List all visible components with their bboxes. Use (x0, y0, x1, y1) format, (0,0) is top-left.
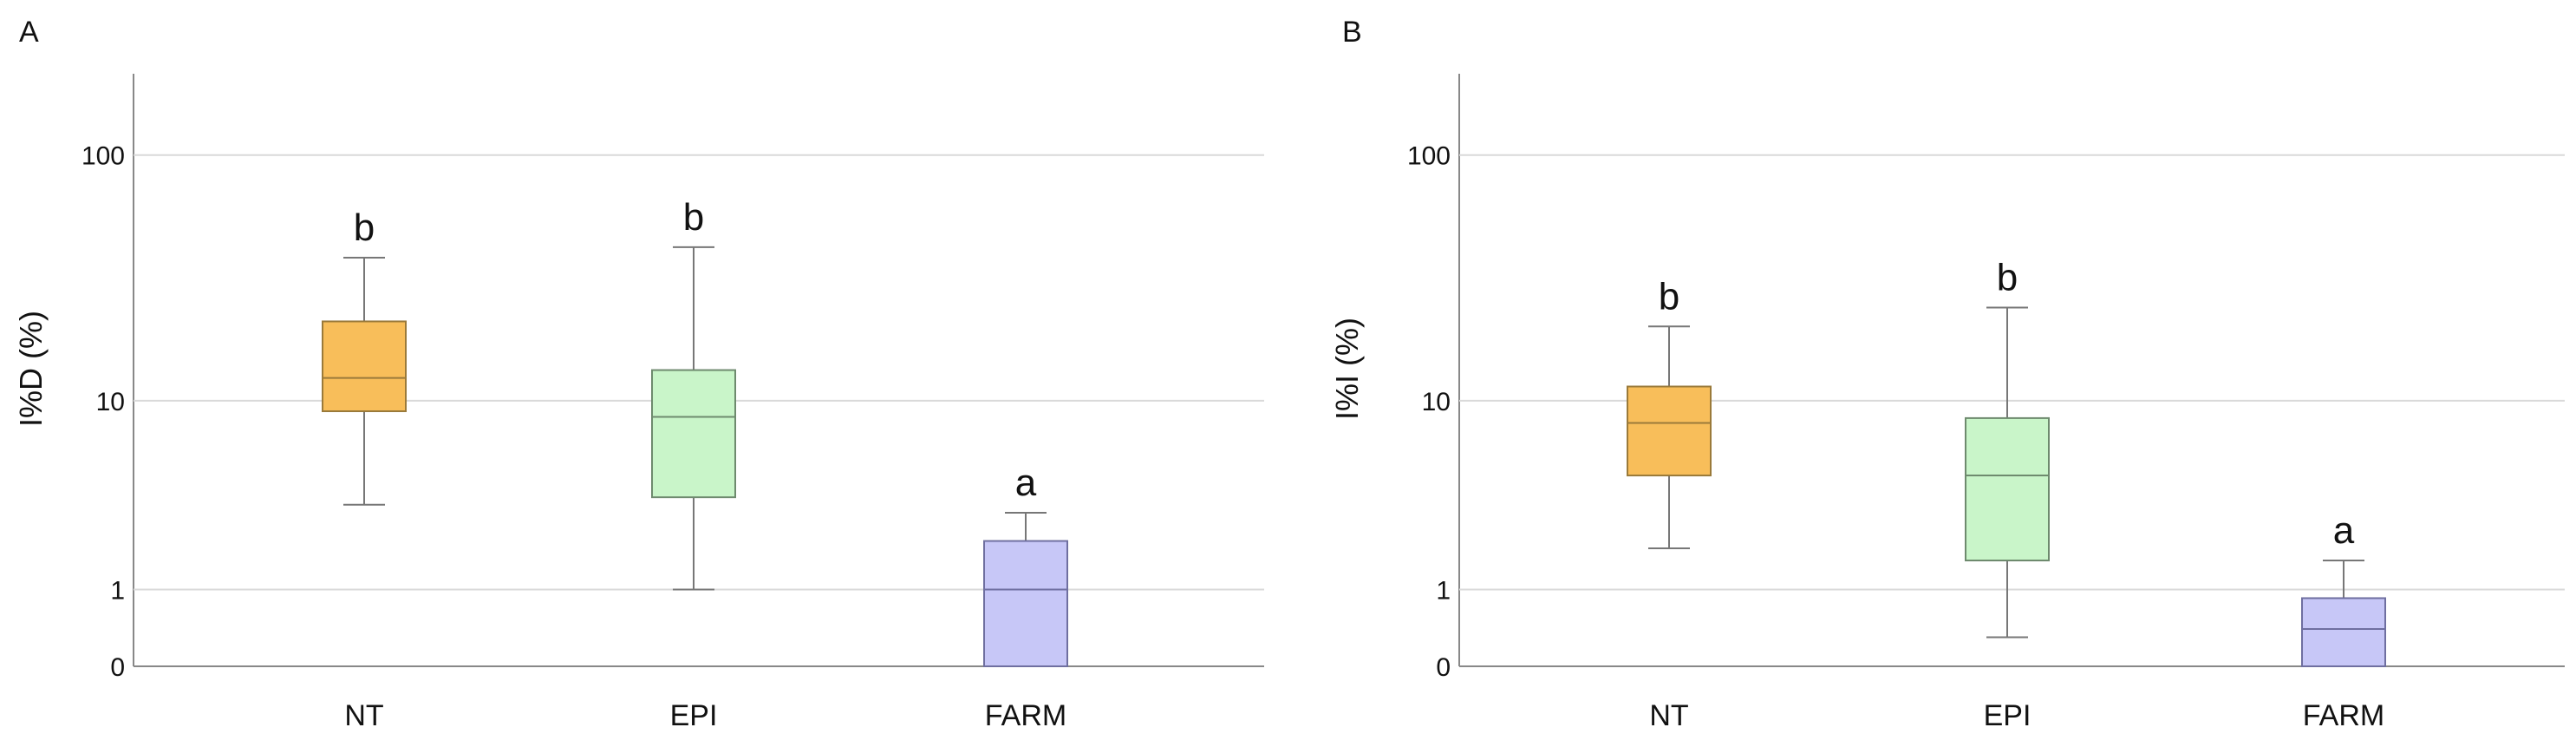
x-tick-label: FARM (985, 699, 1066, 732)
x-tick-label: NT (344, 699, 383, 732)
y-axis-label: I%I (%) (1329, 318, 1365, 420)
y-axis-label: I%D (%) (13, 311, 49, 427)
plot-area: 0 1 10 100 b NT b EPI a FARM (1407, 142, 2565, 732)
panel-label: A (19, 16, 39, 49)
y-tick-label: 10 (1422, 388, 1451, 416)
significance-letter: b (683, 196, 704, 239)
iqr-box (983, 540, 1068, 668)
y-tick-label: 0 (110, 653, 125, 682)
iqr-box (1627, 385, 1712, 477)
iqr-box (322, 320, 407, 412)
panel-b: B I%I (%) 0 1 10 100 b NT b EPI a FARM (1329, 16, 2565, 732)
panel-a: A I%D (%) 0 1 10 100 b NT b EPI a FARM (13, 16, 1264, 732)
significance-letter: b (1997, 256, 2018, 298)
box-nt: b (1627, 275, 1712, 550)
box-epi: b (1965, 256, 2050, 639)
y-tick-label: 1 (1436, 576, 1451, 605)
iqr-box (651, 369, 736, 499)
panel-label: B (1342, 16, 1362, 49)
iqr-box (2301, 597, 2386, 668)
significance-letter: a (2333, 509, 2355, 552)
box-farm: a (2301, 509, 2386, 668)
significance-letter: a (1015, 462, 1037, 504)
x-tick-label: EPI (1984, 699, 2031, 732)
iqr-box (1965, 416, 2050, 561)
y-tick-label: 0 (1436, 653, 1451, 682)
y-tick-label: 100 (82, 142, 125, 171)
x-tick-label: EPI (670, 699, 718, 732)
box-epi: b (651, 196, 736, 591)
box-farm: a (983, 462, 1068, 668)
significance-letter: b (1659, 275, 1679, 318)
y-tick-label: 1 (110, 576, 125, 605)
significance-letter: b (354, 206, 375, 249)
plot-area: 0 1 10 100 b NT b EPI a FARM (82, 142, 1264, 732)
y-tick-label: 10 (96, 388, 125, 416)
y-tick-label: 100 (1407, 142, 1451, 171)
box-nt: b (322, 206, 407, 506)
x-tick-label: FARM (2303, 699, 2384, 732)
x-tick-label: NT (1649, 699, 1688, 732)
